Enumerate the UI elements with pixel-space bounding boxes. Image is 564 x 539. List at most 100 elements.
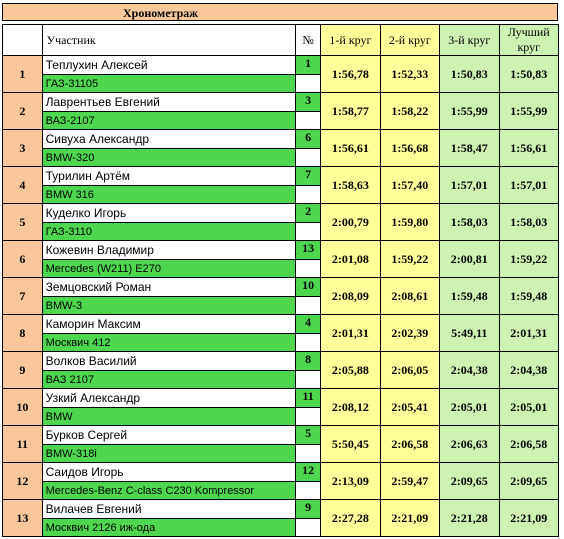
number-blank	[295, 296, 322, 315]
table-row: 3 Сивуха Александр 6 1:56,61 1:56,68 1:58,47 1…	[2, 129, 559, 167]
position-cell: 5	[2, 203, 43, 241]
best-lap-time: 2:06,58	[498, 425, 559, 463]
car-model: Москвич 412	[41, 333, 297, 352]
lap1-time: 2:08,12	[320, 388, 381, 426]
lap2-time: 2:06,05	[379, 351, 441, 389]
lap3-time: 1:57,01	[439, 166, 500, 204]
best-lap-time: 2:01,31	[498, 314, 559, 352]
lap2-time: 1:57,40	[379, 166, 441, 204]
header-lap1: 1-й круг	[320, 24, 381, 56]
car-model: ГАЗ-3110	[41, 222, 297, 241]
table-row-sub: BMW	[3, 407, 559, 426]
lap2-time: 2:02,39	[379, 314, 441, 352]
table-row: 7 Земцовский Роман 10 2:08,09 2:08,61 1:59,48…	[2, 277, 559, 315]
lap2-time: 1:59,22	[379, 240, 441, 278]
car-number: 6	[295, 129, 322, 149]
header-row: Участник № 1-й круг 2-й круг 3-й круг Лу…	[2, 24, 559, 56]
lap1-time: 2:05,88	[320, 351, 381, 389]
car-model: BMW-318i	[41, 444, 297, 463]
table-row-sub: Mercedes (W211) E270	[3, 259, 559, 278]
table-row: 5 Куделко Игорь 2 2:00,79 1:59,80 1:58,03 1:58…	[2, 203, 559, 241]
car-model: Mercedes-Benz C-class C230 Kompressor	[41, 481, 297, 500]
car-number: 7	[295, 166, 322, 186]
car-model: BMW-320	[41, 148, 297, 167]
header-participant: Участник	[41, 24, 297, 56]
best-lap-time: 1:55,99	[498, 92, 559, 130]
number-blank	[295, 74, 322, 93]
participant-name: Кожевин Владимир	[41, 240, 297, 260]
number-blank	[295, 518, 322, 537]
lap3-time: 1:55,99	[439, 92, 500, 130]
header-number: №	[295, 24, 322, 56]
car-model: ВАЗ-2107	[41, 111, 297, 130]
best-lap-time: 2:09,65	[498, 462, 559, 500]
car-model: BMW 316	[41, 185, 297, 204]
participant-name: Узкий Александр	[41, 388, 297, 408]
lap3-time: 2:04,38	[439, 351, 500, 389]
car-model: ГАЗ-31105	[41, 74, 297, 93]
number-blank	[295, 333, 322, 352]
car-number: 10	[295, 277, 322, 297]
best-lap-time: 1:50,83	[498, 55, 559, 93]
participant-name: Сивуха Александр	[41, 129, 297, 149]
lap1-time: 2:08,09	[320, 277, 381, 315]
lap1-time: 1:58,63	[320, 166, 381, 204]
best-lap-time: 2:05,01	[498, 388, 559, 426]
participant-name: Волков Василий	[41, 351, 297, 371]
lap3-time: 2:06,63	[439, 425, 500, 463]
position-cell: 2	[2, 92, 43, 130]
table-row: 12 Саидов Игорь 12 2:13,09 2:59,47 2:09,65 2:0…	[2, 462, 559, 500]
participant-name: Вилачев Евгений	[41, 499, 297, 519]
number-blank	[295, 407, 322, 426]
table-row: 10 Узкий Александр 11 2:08,12 2:05,41 2:05,01…	[2, 388, 559, 426]
table-row: 11 Бурков Сергей 5 5:50,45 2:06,58 2:06,63 2:0…	[2, 425, 559, 463]
number-blank	[295, 481, 322, 500]
car-number: 13	[295, 240, 322, 260]
lap1-time: 5:50,45	[320, 425, 381, 463]
position-cell: 12	[2, 462, 43, 500]
header-lap3: 3-й круг	[439, 24, 500, 56]
table-row-sub: Москвич 412	[3, 333, 559, 352]
lap1-time: 1:56,78	[320, 55, 381, 93]
number-blank	[295, 222, 322, 241]
lap1-time: 2:27,28	[320, 499, 381, 537]
lap3-time: 1:50,83	[439, 55, 500, 93]
position-cell: 9	[2, 351, 43, 389]
best-lap-time: 1:59,22	[498, 240, 559, 278]
table-row-sub: Москвич 2126 иж-ода	[3, 518, 559, 537]
table-row: 2 Лаврентьев Евгений 3 1:58,77 1:58,22 1:55,9…	[2, 92, 559, 130]
lap2-time: 2:59,47	[379, 462, 441, 500]
header-lap2: 2-й круг	[379, 24, 441, 56]
lap1-time: 2:01,31	[320, 314, 381, 352]
lap2-time: 2:05,41	[379, 388, 441, 426]
best-lap-time: 1:59,48	[498, 277, 559, 315]
lap3-time: 1:58,03	[439, 203, 500, 241]
car-number: 1	[295, 55, 322, 75]
position-cell: 1	[2, 55, 43, 93]
position-cell: 4	[2, 166, 43, 204]
lap3-time: 1:58,47	[439, 129, 500, 167]
car-number: 5	[295, 425, 322, 445]
car-number: 11	[295, 388, 322, 408]
car-model: Москвич 2126 иж-ода	[41, 518, 297, 537]
car-model: BMW	[41, 407, 297, 426]
car-number: 2	[295, 203, 322, 223]
lap3-time: 5:49,11	[439, 314, 500, 352]
best-lap-time: 1:56,61	[498, 129, 559, 167]
car-model: ВАЗ 2107	[41, 370, 297, 389]
participant-name: Турилин Артём	[41, 166, 297, 186]
table-row: 6 Кожевин Владимир 13 2:01,08 1:59,22 2:00,81…	[2, 240, 559, 278]
participant-name: Саидов Игорь	[41, 462, 297, 482]
number-blank	[295, 370, 322, 389]
lap3-time: 1:59,48	[439, 277, 500, 315]
table-row-sub: ГАЗ-31105	[3, 74, 559, 93]
number-blank	[295, 444, 322, 463]
lap3-time: 2:09,65	[439, 462, 500, 500]
table-row: 4 Турилин Артём 7 1:58,63 1:57,40 1:57,01 1:57…	[2, 166, 559, 204]
best-lap-time: 2:04,38	[498, 351, 559, 389]
best-lap-time: 1:58,03	[498, 203, 559, 241]
timing-table: Участник № 1-й круг 2-й круг 3-й круг Лу…	[2, 24, 559, 537]
number-blank	[295, 259, 322, 278]
header-best-lap: Лучший круг	[498, 24, 559, 56]
participant-name: Теплухин Алексей	[41, 55, 297, 75]
